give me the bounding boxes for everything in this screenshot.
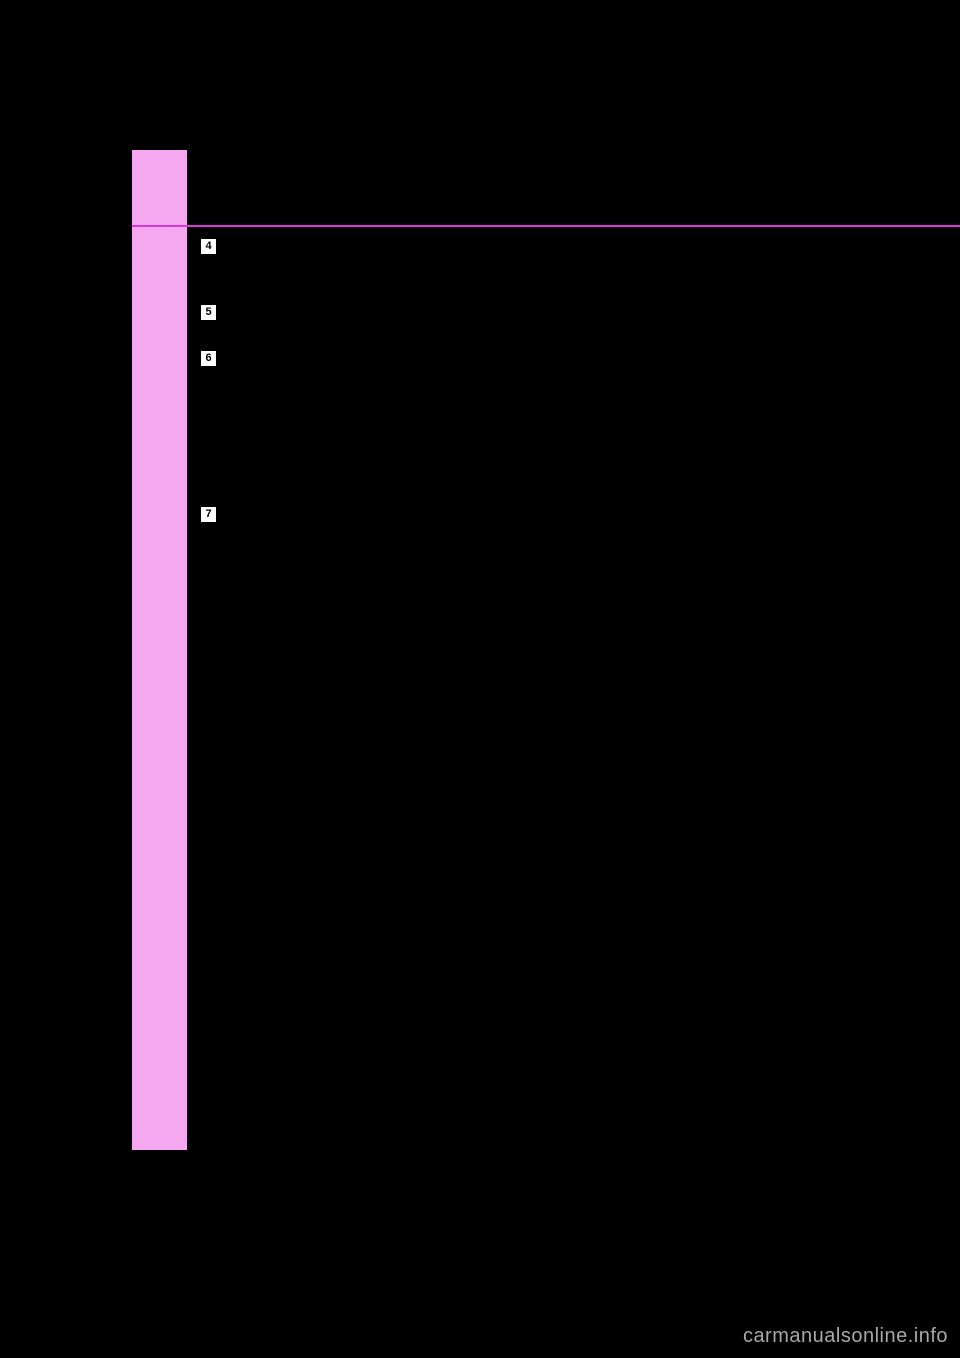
step-item-7: 7 [200,506,229,524]
step-item-6: 6 [200,350,229,368]
section-sidebar [132,150,187,1150]
step-marker-6: 6 [200,350,217,367]
page-container: 4 5 6 7 [132,150,960,1150]
step-item-4: 4 [200,238,229,256]
step-marker-5: 5 [200,304,217,321]
section-divider [132,225,960,227]
step-marker-7: 7 [200,506,217,523]
watermark-text: carmanualsonline.info [743,1325,948,1348]
step-item-5: 5 [200,304,229,322]
header-region [132,150,960,225]
step-marker-4: 4 [200,238,217,255]
